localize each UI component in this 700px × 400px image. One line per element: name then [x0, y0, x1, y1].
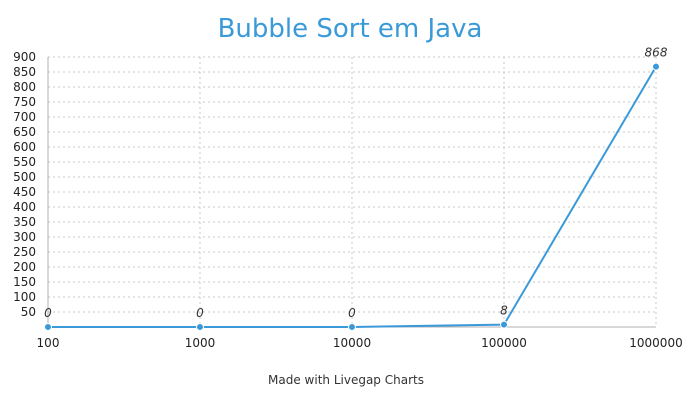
y-tick-label: 750 — [13, 95, 36, 109]
grid — [47, 56, 657, 327]
data-point[interactable] — [44, 323, 52, 331]
y-tick-label: 400 — [13, 200, 36, 214]
y-tick-label: 450 — [13, 185, 36, 199]
y-tick-label: 300 — [13, 230, 36, 244]
data-label: 0 — [348, 306, 356, 320]
x-tick-label: 100 — [37, 336, 60, 350]
data-label: 0 — [196, 306, 204, 320]
axes: 5010015020025030035040045050055060065070… — [13, 50, 683, 350]
y-tick-label: 350 — [13, 215, 36, 229]
y-tick-label: 200 — [13, 260, 36, 274]
y-tick-label: 800 — [13, 80, 36, 94]
series-layer — [44, 62, 660, 331]
data-point[interactable] — [500, 320, 508, 329]
y-tick-label: 50 — [21, 305, 36, 319]
data-point[interactable] — [652, 62, 660, 71]
data-point[interactable] — [196, 323, 204, 331]
y-tick-label: 250 — [13, 245, 36, 259]
y-tick-label: 500 — [13, 170, 36, 184]
y-tick-label: 700 — [13, 110, 36, 124]
x-tick-label: 10000 — [333, 336, 371, 350]
y-tick-label: 600 — [13, 140, 36, 154]
x-tick-label: 1000000 — [629, 336, 682, 350]
y-tick-label: 100 — [13, 290, 36, 304]
x-tick-label: 100000 — [481, 336, 527, 350]
x-tick-label: 1000 — [185, 336, 216, 350]
data-labels: 0 0 0 8 868 — [44, 46, 668, 320]
footer-credit: Made with Livegap Charts — [268, 373, 424, 387]
y-tick-label: 550 — [13, 155, 36, 169]
y-tick-label: 850 — [13, 65, 36, 79]
data-label: 868 — [645, 46, 668, 60]
data-label: 8 — [500, 304, 508, 318]
chart-title: Bubble Sort em Java — [218, 14, 483, 44]
data-point[interactable] — [348, 323, 356, 331]
data-label: 0 — [44, 306, 52, 320]
y-tick-label: 900 — [13, 50, 36, 64]
y-tick-label: 650 — [13, 125, 36, 139]
y-tick-label: 150 — [13, 275, 36, 289]
